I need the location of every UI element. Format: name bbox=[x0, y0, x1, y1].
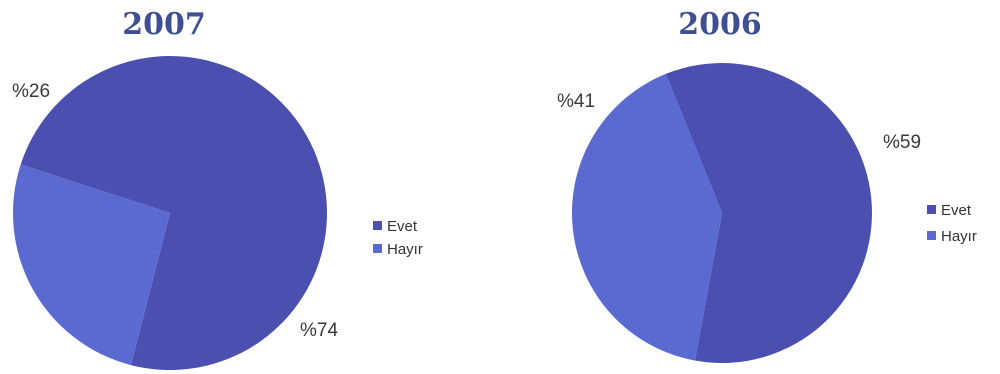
legend-swatch-evet bbox=[927, 205, 936, 214]
pie-slice-evet bbox=[665, 63, 872, 364]
pie-slice-evet bbox=[20, 55, 327, 370]
chart-title: 2006 bbox=[678, 7, 762, 42]
legend-label-hayir: Hayır bbox=[387, 241, 423, 258]
pie-chart-2006: 2006 %41 %59 Evet Hayır bbox=[557, 7, 977, 364]
legend-swatch-evet bbox=[373, 221, 382, 230]
pie-2006-slices bbox=[571, 63, 872, 364]
legend-label-evet: Evet bbox=[941, 202, 972, 219]
slice-label-evet: %59 bbox=[883, 132, 921, 153]
legend-swatch-hayir bbox=[927, 231, 936, 240]
legend-swatch-hayir bbox=[373, 244, 382, 253]
pie-chart-2007: 2007 %26 %74 Evet Hayır bbox=[12, 7, 423, 370]
legend-label-hayir: Hayır bbox=[941, 228, 977, 245]
legend: Evet Hayır bbox=[927, 202, 977, 245]
legend-label-evet: Evet bbox=[387, 218, 418, 235]
pie-slice-hayir bbox=[12, 164, 170, 366]
slice-label-hayir: %26 bbox=[12, 81, 50, 102]
pie-slice-hayir bbox=[571, 73, 722, 361]
chart-title: 2007 bbox=[122, 7, 206, 42]
slice-label-hayir: %41 bbox=[557, 91, 595, 112]
legend: Evet Hayır bbox=[373, 218, 423, 258]
pie-2007-slices bbox=[12, 55, 327, 370]
slice-label-evet: %74 bbox=[300, 320, 338, 341]
